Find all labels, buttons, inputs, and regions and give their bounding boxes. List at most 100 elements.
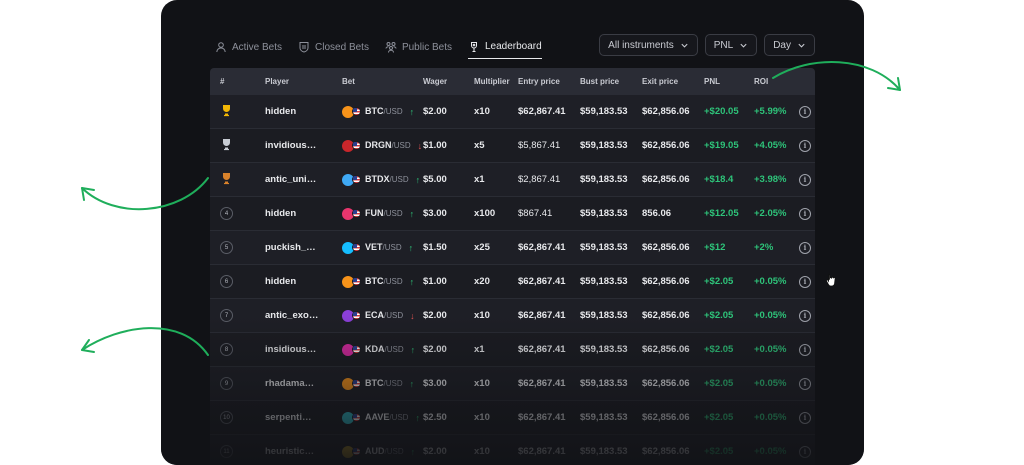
bust-price-cell: $59,183.53	[580, 140, 628, 151]
table-row[interactable]: 5 puckish_… VET/USD ↑ $1.50 x25 $62,867.41 $59,…	[210, 231, 815, 265]
rank-badge: 6	[220, 275, 233, 288]
player-name[interactable]: hidden	[265, 106, 297, 117]
arrow-down-icon: ↓	[417, 140, 423, 151]
table-row[interactable]: 9 rhadama… BTC/USD ↑ $3.00 x10 $62,867.41 $59,1…	[210, 367, 815, 401]
rank-cell: 4	[210, 207, 245, 220]
tab-public-bets[interactable]: Public Bets	[385, 37, 452, 57]
player-name[interactable]: insidious…	[265, 344, 317, 355]
instruments-dropdown[interactable]: All instruments	[599, 34, 698, 56]
table-row[interactable]: 11 heuristic… AUD/USD ↑ $2.00 x10 $62,867.41 $5…	[210, 435, 815, 465]
tab-leaderboard[interactable]: Leaderboard	[467, 39, 542, 59]
player-name[interactable]: hidden	[265, 208, 297, 219]
chevron-down-icon	[681, 43, 688, 48]
info-icon[interactable]: i	[799, 377, 811, 390]
period-dropdown[interactable]: Day	[764, 34, 815, 56]
roi-cell: +0.05%	[754, 412, 787, 423]
pair-base: BTC	[365, 106, 384, 116]
entry-price-cell: $5,867.41	[518, 140, 561, 151]
roi-cell: +0.05%	[754, 344, 787, 355]
player-name[interactable]: heuristic…	[265, 446, 315, 457]
exit-price-cell: $62,856.06	[642, 242, 690, 253]
pnl-cell: +$12.05	[704, 208, 739, 219]
arrow-up-icon: ↑	[409, 276, 415, 287]
column-header: Entry price	[518, 77, 560, 86]
bust-price-cell: $59,183.53	[580, 242, 628, 253]
multiplier-cell: x10	[474, 446, 490, 457]
table-row[interactable]: 7 antic_exo… ECA/USD ↓ $2.00 x10 $62,867.41 $59…	[210, 299, 815, 333]
info-icon[interactable]: i	[799, 445, 811, 458]
table-header: # Player Bet Wager Multiplier Entry pric…	[210, 68, 815, 95]
medal-icon	[223, 138, 230, 150]
info-icon[interactable]: i	[799, 207, 811, 220]
info-icon[interactable]: i	[799, 105, 811, 118]
info-icon[interactable]: i	[799, 139, 811, 152]
bust-price-cell: $59,183.53	[580, 106, 628, 117]
bets-tabs: Active Bets Closed Bets Public Bets Lead…	[215, 36, 542, 59]
entry-price-cell: $62,867.41	[518, 310, 566, 321]
info-icon[interactable]: i	[799, 275, 811, 288]
table-row[interactable]: 6 hidden BTC/USD ↑ $1.00 x20 $62,867.41 $59,183…	[210, 265, 815, 299]
info-icon[interactable]: i	[799, 241, 811, 254]
roi-cell: +2.05%	[754, 208, 787, 219]
pnl-cell: +$18.4	[704, 174, 734, 185]
bet-cell: BTC/USD ↑	[328, 377, 423, 390]
player-name[interactable]: invidious…	[265, 140, 317, 151]
table-row[interactable]: 8 insidious… KDA/USD ↑ $2.00 x1 $62,867.41 $59,…	[210, 333, 815, 367]
multiplier-cell: x1	[474, 174, 485, 185]
player-name[interactable]: puckish_…	[265, 242, 316, 253]
arrow-up-icon: ↑	[409, 106, 415, 117]
arrow-up-icon: ↑	[410, 446, 416, 457]
coin-icon	[342, 173, 354, 186]
rank-badge: 5	[220, 241, 233, 254]
bust-price-cell: $59,183.53	[580, 446, 628, 457]
rank-cell: 8	[210, 343, 245, 356]
multiplier-cell: x100	[474, 208, 496, 219]
bust-price-cell: $59,183.53	[580, 208, 628, 219]
rank-cell	[210, 138, 245, 154]
roi-cell: +4.05%	[754, 140, 787, 151]
bet-cell: KDA/USD ↑	[328, 343, 423, 356]
exit-price-cell: $62,856.06	[642, 276, 690, 287]
table-row[interactable]: hidden BTC/USD ↑ $2.00 x10 $62,867.41 $59,183.…	[210, 95, 815, 129]
table-row[interactable]: antic_uni… BTDX/USD ↑ $5.00 x1 $2,867.41 $59,1…	[210, 163, 815, 197]
column-header: ROI	[754, 77, 769, 86]
player-name[interactable]: antic_uni…	[265, 174, 317, 185]
bet-cell: AUD/USD ↑	[328, 445, 423, 458]
wager-cell: $2.00	[423, 446, 447, 457]
column-header: Wager	[423, 77, 448, 86]
pair-quote: /USD	[389, 175, 409, 184]
rank-cell: 7	[210, 309, 245, 322]
player-name[interactable]: hidden	[265, 276, 297, 287]
coin-icon	[342, 241, 354, 254]
arrow-up-icon: ↑	[415, 412, 420, 423]
player-name[interactable]: rhadama…	[265, 378, 315, 389]
table-body: hidden BTC/USD ↑ $2.00 x10 $62,867.41 $59,183.…	[210, 95, 815, 465]
exit-price-cell: $62,856.06	[642, 140, 690, 151]
tab-closed-bets[interactable]: Closed Bets	[298, 37, 369, 57]
player-name[interactable]: serpenti…	[265, 412, 312, 423]
pnl-cell: +$2.05	[704, 412, 734, 423]
info-icon[interactable]: i	[799, 411, 811, 424]
tab-active-bets[interactable]: Active Bets	[215, 37, 282, 57]
period-value: Day	[773, 39, 791, 51]
info-icon[interactable]: i	[799, 343, 811, 356]
pnl-cell: +$12	[704, 242, 726, 253]
coin-icon	[342, 275, 354, 288]
pair-quote: /USD	[389, 413, 409, 422]
bust-price-cell: $59,183.53	[580, 412, 628, 423]
pair-base: AUD	[365, 446, 385, 456]
info-icon[interactable]: i	[799, 173, 811, 186]
bust-price-cell: $59,183.53	[580, 174, 628, 185]
table-row[interactable]: 4 hidden FUN/USD ↑ $3.00 x100 $867.41 $59,183.5…	[210, 197, 815, 231]
arrow-up-icon: ↑	[408, 242, 414, 253]
info-icon[interactable]: i	[799, 309, 811, 322]
entry-price-cell: $62,867.41	[518, 344, 566, 355]
player-name[interactable]: antic_exo…	[265, 310, 319, 321]
metric-dropdown[interactable]: PNL	[704, 34, 758, 56]
exit-price-cell: 856.06	[642, 208, 672, 219]
exit-price-cell: $62,856.06	[642, 174, 690, 185]
pair-quote: /USD	[391, 141, 411, 150]
instruments-value: All instruments	[608, 39, 674, 51]
table-row[interactable]: 10 serpenti… AAVE/USD ↑ $2.50 x10 $62,867.41 $5…	[210, 401, 815, 435]
table-row[interactable]: invidious… DRGN/USD ↓ $1.00 x5 $5,867.41 $59,1…	[210, 129, 815, 163]
